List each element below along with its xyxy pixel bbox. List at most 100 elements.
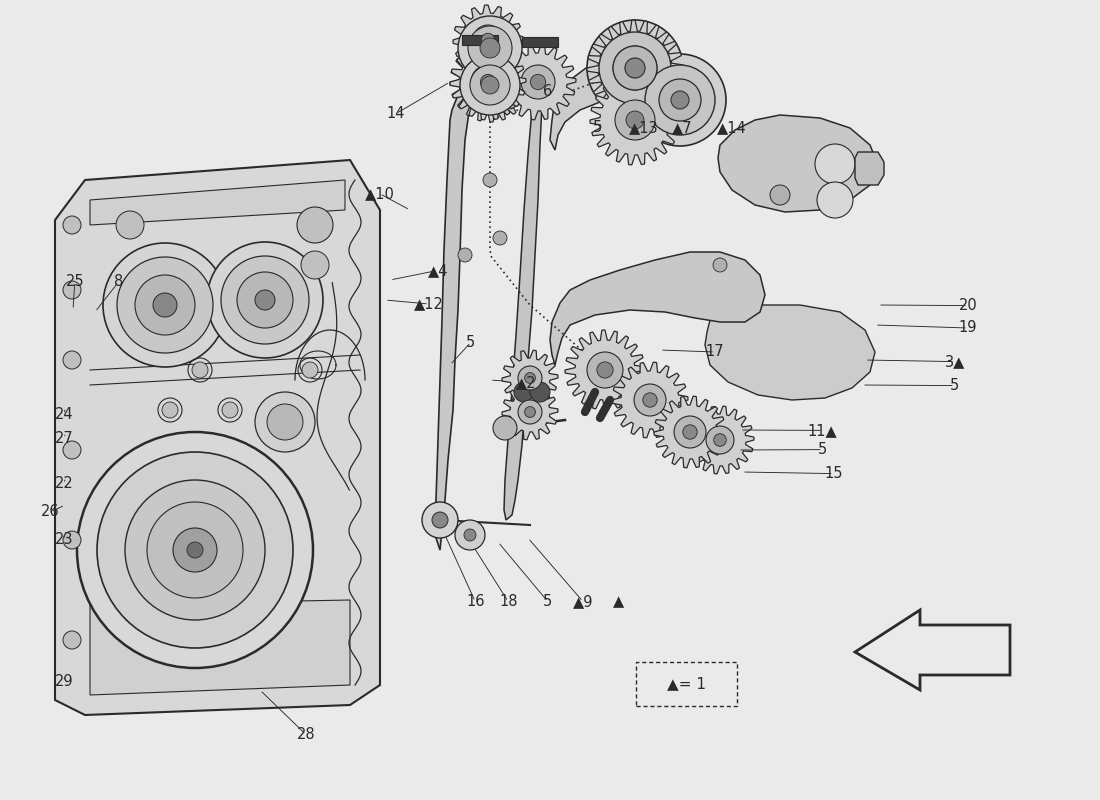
Circle shape (481, 76, 499, 94)
Circle shape (63, 631, 81, 649)
Circle shape (125, 480, 265, 620)
Circle shape (135, 275, 195, 335)
Circle shape (483, 173, 497, 187)
Polygon shape (587, 20, 683, 116)
Circle shape (473, 25, 503, 55)
Polygon shape (565, 330, 645, 410)
Circle shape (615, 100, 654, 140)
Circle shape (530, 382, 550, 402)
Text: ▲= 1: ▲= 1 (667, 677, 706, 691)
Circle shape (472, 64, 508, 100)
Polygon shape (453, 5, 522, 75)
Circle shape (297, 207, 333, 243)
Circle shape (162, 402, 178, 418)
Circle shape (613, 46, 657, 90)
Text: ▲10: ▲10 (364, 186, 395, 201)
Circle shape (587, 20, 683, 116)
Circle shape (63, 441, 81, 459)
Polygon shape (450, 42, 530, 122)
Circle shape (714, 434, 726, 446)
Text: ▲9: ▲9 (573, 594, 593, 609)
Circle shape (597, 362, 613, 378)
Circle shape (493, 416, 517, 440)
Circle shape (147, 502, 243, 598)
Circle shape (626, 111, 644, 129)
Circle shape (815, 144, 855, 184)
Circle shape (173, 528, 217, 572)
Circle shape (63, 281, 81, 299)
Circle shape (706, 426, 734, 454)
Circle shape (422, 502, 458, 538)
Polygon shape (718, 115, 878, 212)
Text: 22: 22 (54, 477, 74, 491)
Text: 25: 25 (66, 274, 84, 289)
Polygon shape (590, 75, 680, 165)
Polygon shape (450, 44, 526, 120)
Circle shape (116, 211, 144, 239)
Text: 5: 5 (593, 121, 602, 135)
Polygon shape (550, 60, 670, 150)
Circle shape (255, 290, 275, 310)
Bar (636, 662, 737, 706)
Text: 16: 16 (466, 594, 484, 609)
Text: 24: 24 (55, 407, 73, 422)
Circle shape (613, 46, 657, 90)
Circle shape (634, 384, 665, 416)
Circle shape (458, 16, 522, 80)
Text: 17: 17 (706, 345, 724, 359)
Text: 5: 5 (950, 378, 959, 393)
Polygon shape (55, 160, 380, 715)
Circle shape (460, 55, 520, 115)
Circle shape (713, 258, 727, 272)
Circle shape (222, 402, 238, 418)
Circle shape (514, 382, 534, 402)
Polygon shape (550, 252, 764, 365)
Polygon shape (855, 610, 1010, 690)
Text: ▲: ▲ (613, 594, 624, 609)
Circle shape (645, 65, 715, 135)
Text: ▲2: ▲2 (516, 375, 536, 390)
Polygon shape (90, 600, 350, 695)
Polygon shape (654, 396, 726, 468)
Circle shape (600, 32, 671, 104)
Text: 27: 27 (54, 431, 74, 446)
Polygon shape (686, 406, 754, 474)
Circle shape (267, 404, 303, 440)
Text: 5: 5 (466, 335, 475, 350)
Circle shape (518, 400, 542, 424)
Circle shape (103, 243, 227, 367)
Circle shape (302, 362, 318, 378)
Text: ▲7: ▲7 (672, 121, 692, 135)
Bar (462, 35, 498, 45)
Circle shape (525, 406, 536, 418)
Text: 28: 28 (297, 727, 315, 742)
Text: ▲4: ▲4 (428, 263, 448, 278)
Text: 20: 20 (958, 298, 978, 313)
Polygon shape (502, 384, 558, 440)
Circle shape (625, 58, 645, 78)
Circle shape (674, 416, 706, 448)
Circle shape (255, 392, 315, 452)
Text: 6: 6 (543, 85, 552, 99)
Circle shape (207, 242, 323, 358)
Circle shape (458, 248, 472, 262)
Text: 5: 5 (818, 442, 827, 457)
Text: 14: 14 (387, 106, 405, 121)
Polygon shape (90, 180, 345, 225)
Circle shape (301, 251, 329, 279)
Circle shape (63, 216, 81, 234)
Bar (522, 37, 558, 47)
Circle shape (236, 272, 293, 328)
Polygon shape (855, 152, 884, 185)
Polygon shape (504, 55, 548, 520)
Circle shape (671, 91, 689, 109)
Circle shape (817, 182, 852, 218)
Polygon shape (705, 305, 874, 400)
Text: ▲13: ▲13 (629, 121, 658, 135)
Circle shape (221, 256, 309, 344)
Text: 23: 23 (55, 533, 73, 547)
Polygon shape (500, 44, 576, 120)
Circle shape (153, 293, 177, 317)
Circle shape (493, 231, 507, 245)
Text: 19: 19 (959, 321, 977, 335)
